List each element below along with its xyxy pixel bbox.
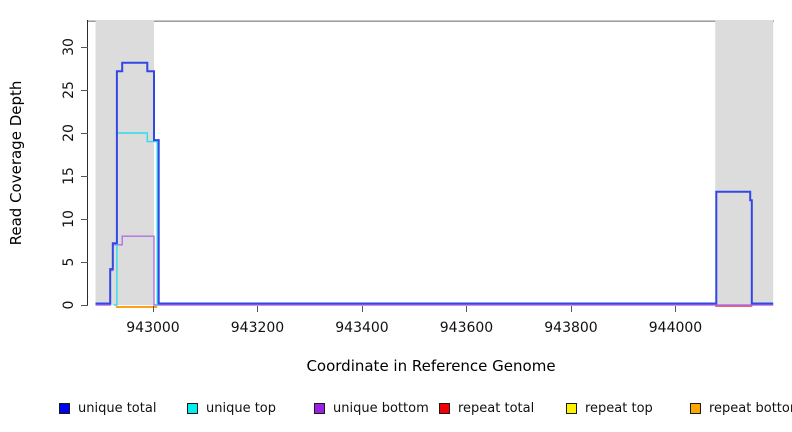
y-tick (81, 218, 88, 220)
legend-label: repeat bottom (709, 400, 792, 416)
legend-swatch-icon (59, 402, 70, 414)
x-tick-label: 943400 (335, 320, 389, 336)
legend-item-repeat-total: repeat total (439, 399, 534, 417)
y-tick-label: 5 (61, 257, 77, 267)
legend-item-unique-bottom: unique bottom (314, 399, 429, 417)
x-tick-label: 943600 (439, 320, 494, 336)
shaded-region (95, 20, 155, 305)
y-tick-label: 20 (61, 124, 77, 142)
x-tick (361, 306, 363, 312)
series-unique-bottom (95, 235, 774, 306)
y-tick-label: 25 (61, 81, 77, 99)
x-tick (257, 306, 258, 312)
legend-item-repeat-top: repeat top (566, 399, 653, 417)
x-tick-label: 943200 (230, 320, 285, 336)
x-tick (152, 306, 154, 312)
legend-swatch-icon (314, 402, 325, 414)
legend-swatch-icon (566, 402, 577, 414)
legend-swatch-icon (187, 402, 198, 414)
x-tick (675, 306, 676, 312)
x-tick-label: 944000 (648, 320, 703, 336)
legend-label: unique bottom (333, 400, 429, 416)
x-tick (466, 306, 467, 312)
y-axis-line (87, 20, 88, 306)
legend-item-unique-top: unique top (187, 399, 276, 417)
x-tick-label: 943800 (544, 320, 598, 336)
y-tick-label: 0 (61, 300, 77, 310)
series-unique-total (95, 61, 774, 305)
legend-item-unique-total: unique total (59, 399, 156, 417)
legend-swatch-icon (439, 402, 450, 414)
y-tick (81, 175, 88, 177)
y-tick (81, 304, 88, 306)
shaded-region (715, 20, 774, 305)
series-unique-top (113, 132, 159, 306)
y-tick-label: 30 (61, 38, 77, 56)
x-axis-title: Coordinate in Reference Genome (306, 357, 556, 375)
legend-label: unique top (206, 400, 277, 416)
legend-item-repeat-bottom: repeat bottom (690, 399, 792, 417)
y-tick-label: 10 (61, 210, 77, 228)
y-tick (81, 46, 88, 48)
legend: unique total unique top unique bottom repea… (0, 399, 792, 419)
x-tick-label: 943000 (126, 320, 180, 336)
legend-label: repeat top (585, 400, 653, 416)
y-tick (81, 89, 88, 91)
legend-label: repeat total (458, 400, 535, 416)
y-tick (81, 132, 88, 134)
legend-swatch-icon (690, 402, 701, 414)
legend-label: unique total (78, 400, 157, 416)
y-tick (81, 261, 88, 263)
x-tick (570, 306, 572, 312)
y-tick-label: 15 (61, 167, 77, 185)
plot-area (88, 20, 774, 308)
